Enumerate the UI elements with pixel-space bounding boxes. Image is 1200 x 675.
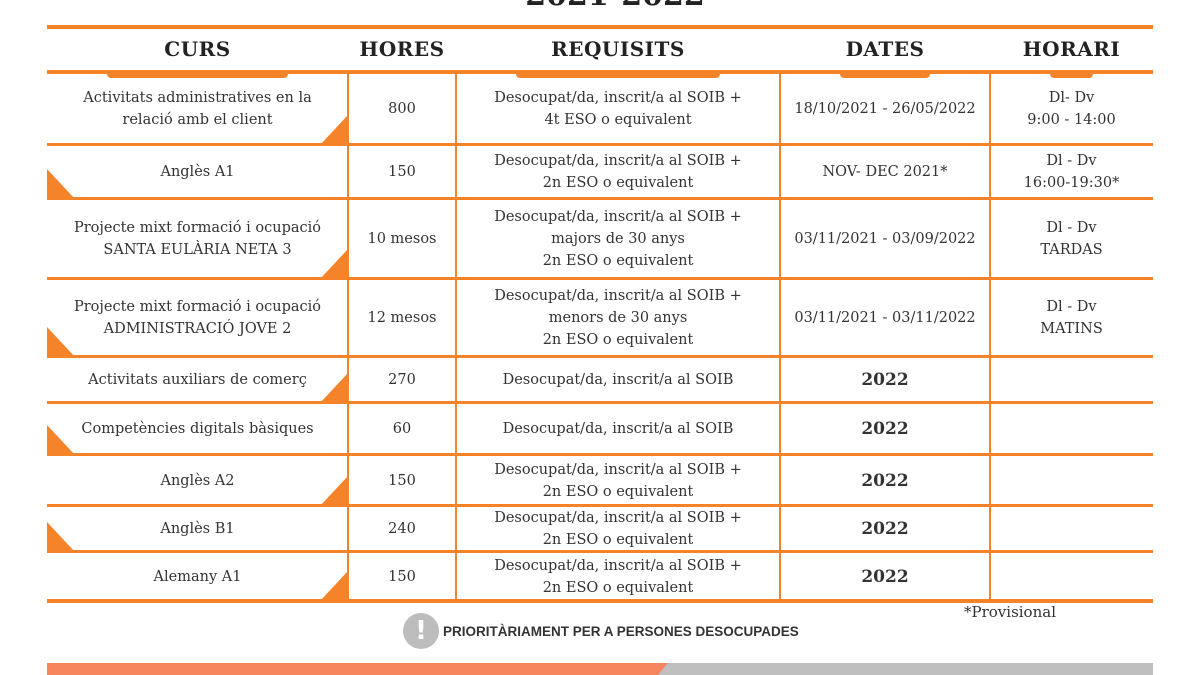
- column-divider: [347, 72, 349, 601]
- column-divider: [779, 72, 781, 601]
- cell-hores: 240: [388, 521, 416, 537]
- cell-curs: Projecte mixt formació i ocupació ADMINI…: [73, 299, 321, 337]
- cell-curs: Projecte mixt formació i ocupació SANTA …: [73, 220, 321, 258]
- cell-requisits: Desocupat/da, inscrit/a al SOIB + 2n ESO…: [494, 153, 742, 191]
- header-tab-decoration: [107, 70, 288, 78]
- cell-hores: 10 mesos: [367, 231, 437, 247]
- corner-triangle-decoration: [47, 425, 75, 455]
- priority-note: ! PRIORITÀRIAMENT PER A PERSONES DESOCUP…: [403, 613, 799, 649]
- header-tab-decoration: [516, 70, 720, 78]
- corner-triangle-decoration: [47, 522, 75, 552]
- row-divider: [47, 401, 1153, 404]
- row-divider: [47, 504, 1153, 507]
- row-divider: [47, 550, 1153, 553]
- cell-hores: 270: [388, 372, 416, 388]
- cell-requisits: Desocupat/da, inscrit/a al SOIB: [502, 421, 734, 437]
- cell-horari: Dl - Dv TARDAS: [1040, 220, 1103, 258]
- cell-dates: 03/11/2021 - 03/09/2022: [794, 231, 976, 247]
- cell-curs: Anglès A2: [160, 472, 235, 489]
- cell-curs: Anglès B1: [160, 521, 235, 537]
- header-curs: CURS: [164, 36, 231, 61]
- header-hores: HORES: [359, 36, 445, 61]
- column-divider: [989, 72, 991, 601]
- header-requisits: REQUISITS: [551, 36, 685, 61]
- cell-requisits: Desocupat/da, inscrit/a al SOIB + 2n ESO…: [494, 510, 742, 548]
- cell-dates: 2022: [861, 370, 909, 390]
- cell-curs: Activitats administratives en la relació…: [83, 89, 312, 128]
- cell-curs: Activitats auxiliars de comerç: [88, 372, 307, 388]
- cell-requisits: Desocupat/da, inscrit/a al SOIB + majors…: [494, 209, 742, 269]
- row-divider: [47, 355, 1153, 358]
- cell-hores: 150: [388, 164, 416, 180]
- cell-requisits: Desocupat/da, inscrit/a al SOIB: [502, 372, 734, 388]
- cell-curs: Alemany A1: [153, 568, 242, 585]
- cell-curs: Competències digitals bàsiques: [81, 421, 314, 437]
- cell-dates: 03/11/2021 - 03/11/2022: [794, 310, 976, 326]
- cell-horari: [990, 455, 1153, 506]
- cell-horari: Dl- Dv 9:00 - 14:00: [1027, 89, 1116, 128]
- row-divider: [47, 277, 1153, 280]
- exclamation-circle-icon: !: [403, 613, 439, 649]
- corner-triangle-decoration: [320, 571, 348, 601]
- footer-bar-orange: [47, 663, 669, 675]
- cell-dates: 18/10/2021 - 26/05/2022: [794, 100, 976, 117]
- cell-horari: Dl - Dv 16:00-19:30*: [1023, 153, 1120, 191]
- cell-requisits: Desocupat/da, inscrit/a al SOIB + 4t ESO…: [494, 89, 742, 128]
- header-tab-decoration: [1050, 70, 1093, 78]
- cell-horari: [990, 552, 1153, 601]
- row-divider: [47, 70, 1153, 74]
- cell-dates: 2022: [861, 566, 909, 587]
- row-divider: [47, 599, 1153, 603]
- cell-hores: 800: [388, 100, 416, 117]
- row-divider: [47, 197, 1153, 200]
- column-divider: [455, 72, 457, 601]
- cell-dates: 2022: [861, 470, 909, 491]
- cell-horari: [990, 403, 1153, 455]
- corner-triangle-decoration: [320, 476, 348, 506]
- cell-dates: 2022: [861, 419, 909, 439]
- cell-curs: Anglès A1: [160, 164, 235, 180]
- row-divider: [47, 143, 1153, 146]
- priority-text: PRIORITÀRIAMENT PER A PERSONES DESOCUPAD…: [443, 623, 799, 639]
- corner-triangle-decoration: [47, 327, 75, 357]
- page-title: 2021-2022: [0, 0, 1200, 13]
- cell-dates: NOV- DEC 2021*: [822, 164, 948, 180]
- corner-triangle-decoration: [47, 169, 75, 199]
- cell-hores: 150: [388, 472, 416, 489]
- cell-dates: 2022: [861, 519, 909, 539]
- cell-requisits: Desocupat/da, inscrit/a al SOIB + 2n ESO…: [494, 461, 742, 500]
- table-top-border: [47, 25, 1153, 29]
- cell-requisits: Desocupat/da, inscrit/a al SOIB + menors…: [494, 288, 742, 348]
- cell-hores: 12 mesos: [367, 310, 437, 326]
- header-horari: HORARI: [1022, 36, 1121, 61]
- header-dates: DATES: [845, 36, 925, 61]
- row-divider: [47, 453, 1153, 456]
- corner-triangle-decoration: [320, 373, 348, 403]
- cell-hores: 150: [388, 568, 416, 585]
- cell-horari: [990, 506, 1153, 552]
- cell-horari: Dl - Dv MATINS: [1040, 299, 1103, 337]
- cell-horari: [990, 357, 1153, 403]
- cell-requisits: Desocupat/da, inscrit/a al SOIB + 2n ESO…: [494, 557, 742, 596]
- footer-bar-gray: [658, 663, 1153, 675]
- corner-triangle-decoration: [320, 249, 348, 279]
- header-tab-decoration: [840, 70, 930, 78]
- footnote: *Provisional: [964, 603, 1056, 621]
- corner-triangle-decoration: [320, 115, 348, 145]
- cell-hores: 60: [392, 421, 412, 437]
